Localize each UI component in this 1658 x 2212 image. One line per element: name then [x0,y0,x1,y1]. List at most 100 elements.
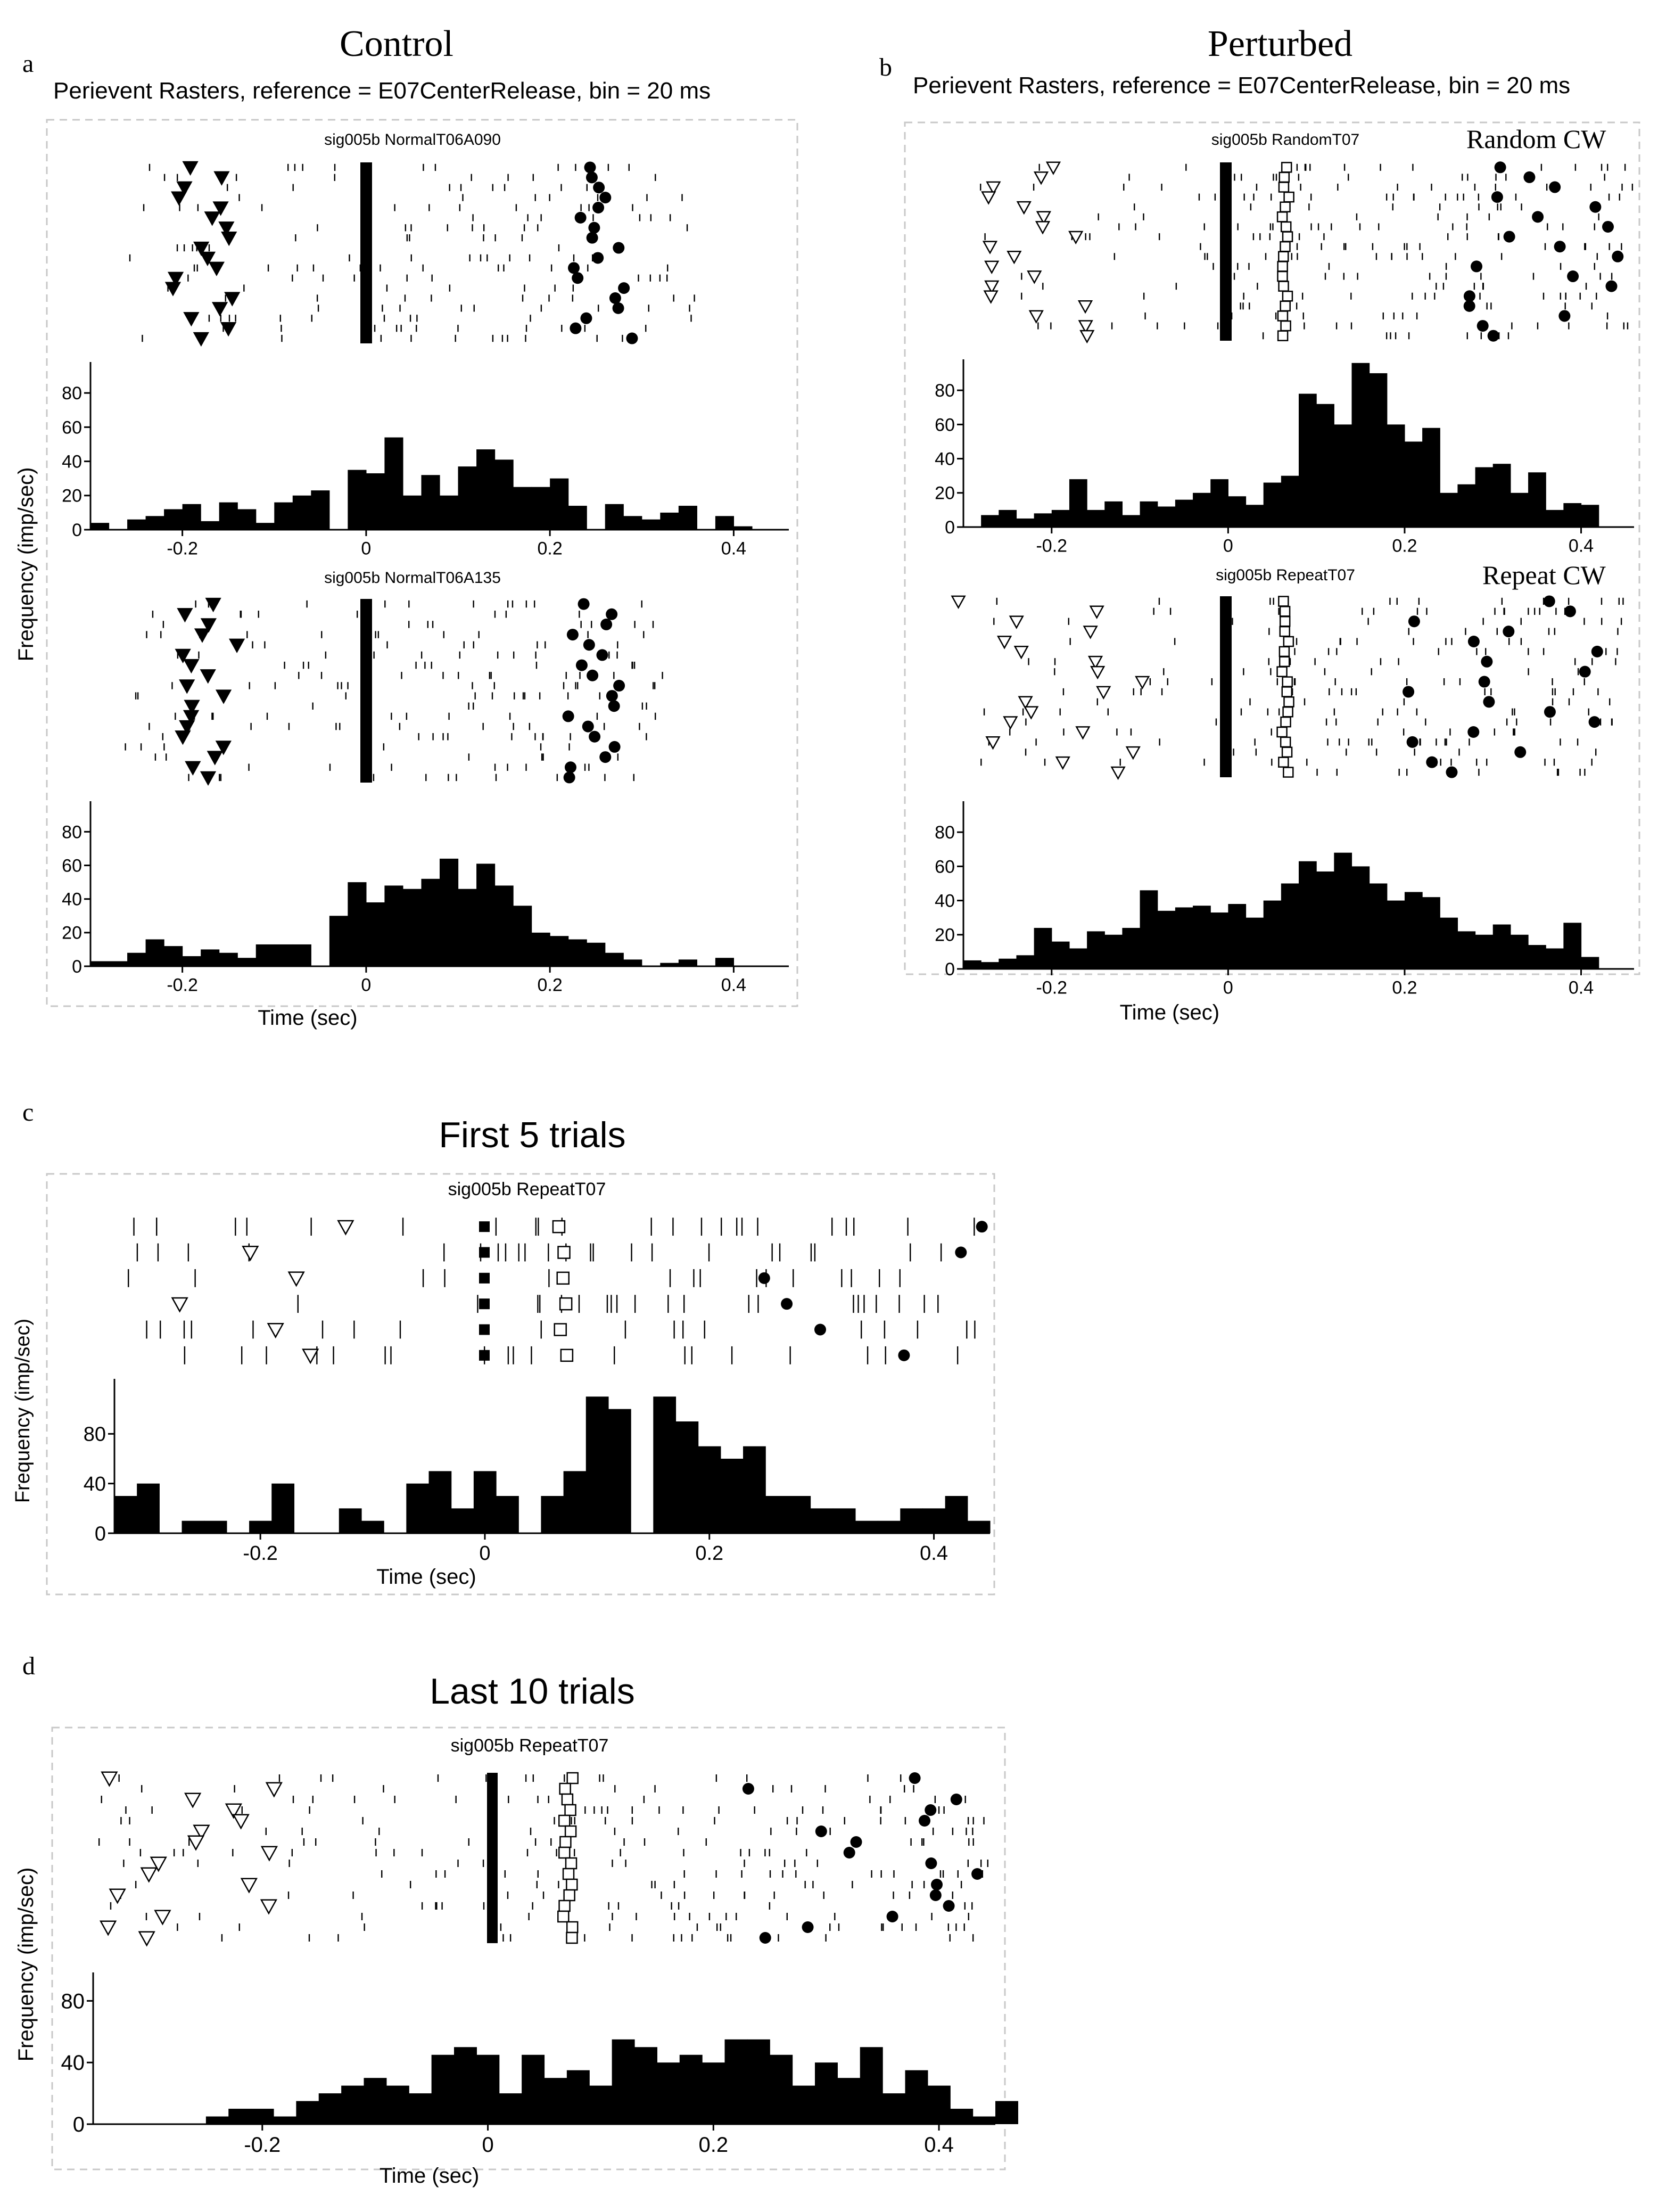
filled-triangle-marker [164,282,182,297]
open-square-marker [1277,330,1289,341]
x-tick-label: 0.4 [924,2133,954,2157]
bar [585,1396,609,1533]
filled-circle-marker [898,1349,910,1361]
open-triangle-marker [1007,250,1022,265]
bar [1122,927,1141,969]
filled-square-marker [487,1869,498,1879]
filled-triangle-marker [212,201,229,216]
bar [458,889,477,966]
filled-circle-marker [1463,290,1475,302]
bar [182,956,201,966]
bar [1299,861,1317,969]
x-tick-label: 0.4 [1569,536,1594,556]
bar [733,526,753,530]
open-triangle-marker [140,1867,158,1883]
filled-circle-marker [955,1246,967,1259]
bar [544,2078,567,2124]
bar [815,2062,838,2124]
bar [981,962,999,969]
filled-square-marker [479,1247,490,1258]
open-triangle-marker [1075,726,1091,740]
filled-circle-marker [976,1221,988,1233]
filled-triangle-marker [177,608,193,623]
bar [348,882,367,966]
bar [927,2085,951,2124]
filled-circle-marker [931,1879,943,1890]
bar [587,942,606,966]
filled-triangle-marker [224,292,241,307]
open-triangle-marker [225,1803,243,1819]
bar [550,936,569,966]
open-square-marker [1283,636,1294,647]
bar [608,1409,631,1533]
raster-c [128,1218,988,1364]
bar [219,502,238,530]
filled-triangle-marker [183,710,200,725]
header-control: Control [340,23,453,64]
open-triangle-marker [981,191,996,205]
bar [440,495,459,530]
filled-circle-marker [815,1825,827,1837]
panel-letter-c: c [22,1098,34,1126]
bar [145,939,164,966]
filled-circle-marker [575,659,588,671]
bar [255,523,275,530]
filled-circle-marker [1446,766,1458,778]
open-triangle-marker [1033,171,1049,185]
bar [678,506,697,530]
open-triangle-marker [242,1246,259,1262]
y-tick-label: 60 [62,856,82,876]
bar [90,961,110,966]
open-triangle-marker [1135,676,1150,690]
open-square-marker [1278,182,1290,193]
open-triangle-marker [1036,211,1051,225]
y-tick-label: 80 [935,823,955,843]
filled-circle-marker [950,1794,962,1805]
filled-square-marker [487,1901,498,1911]
bar [720,1459,744,1533]
open-square-marker [563,1889,575,1902]
open-triangle-marker [1079,330,1095,344]
filled-triangle-marker [183,659,200,674]
open-triangle-marker [267,1323,284,1339]
open-square-marker [1276,211,1288,223]
open-triangle-marker [1068,231,1084,245]
filled-circle-marker [618,282,630,294]
bar [810,1508,834,1533]
bar [271,1483,295,1533]
panel-letter-a: a [22,50,34,78]
bar [675,1421,699,1533]
filled-square-marker [487,1783,498,1794]
filled-circle-marker [943,1900,955,1912]
filled-circle-marker [572,272,584,284]
bar [1157,910,1176,969]
filled-triangle-marker [185,761,201,776]
filled-circle-marker [613,679,625,692]
filled-circle-marker [586,232,598,244]
filled-triangle-marker [193,332,209,347]
x-tick-label: 0.2 [538,975,563,996]
open-triangle-marker [1018,696,1033,710]
filled-circle-marker [929,1889,942,1901]
filled-circle-marker [593,182,605,194]
open-triangle-marker [985,736,1001,750]
filled-circle-marker [1605,280,1618,292]
open-square-marker [554,1323,567,1336]
open-square-marker [557,1910,570,1923]
header-perturbed: Perturbed [1208,23,1352,64]
bar [1546,509,1564,527]
bar [402,889,422,966]
open-triangle-marker [1024,706,1039,720]
open-triangle-marker [150,1856,167,1872]
bar [90,523,110,530]
bar [788,1496,811,1533]
y-tick-label: 0 [72,957,82,977]
filled-triangle-marker [194,628,211,643]
filled-triangle-marker [193,241,210,257]
filled-circle-marker [608,700,620,712]
open-square-marker [1277,251,1289,262]
open-square-marker [558,1899,571,1912]
filled-circle-marker [909,1772,921,1784]
bar [1334,424,1352,527]
x-tick-label: -0.2 [1036,978,1067,998]
